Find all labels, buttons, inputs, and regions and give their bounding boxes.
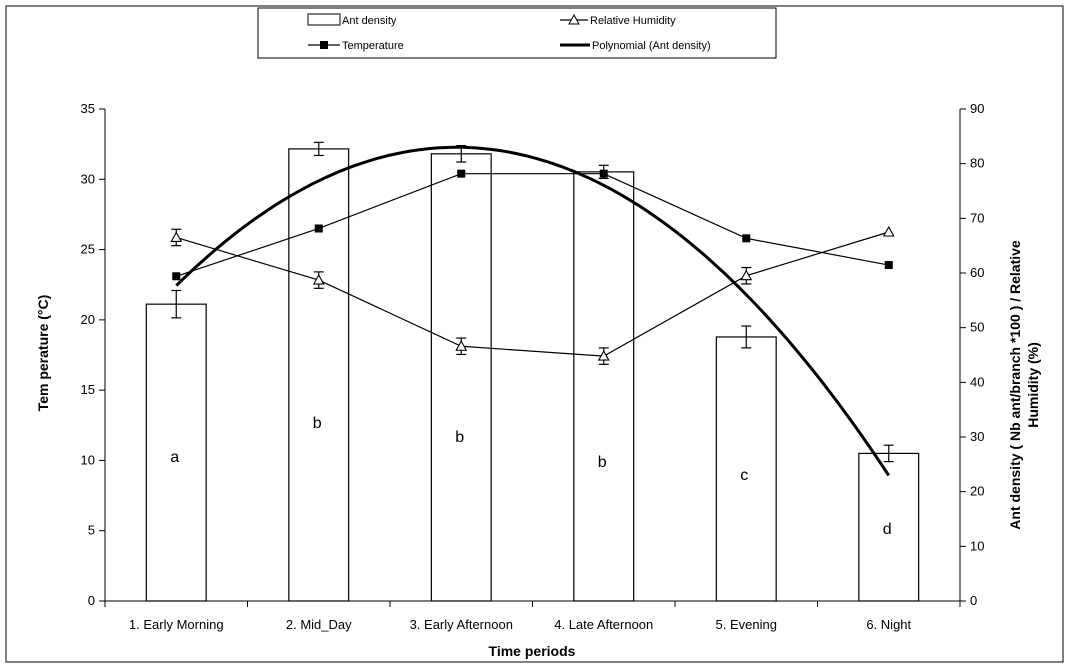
right-y-ticks: 0 10 20 30 40 50 60 70 80 90 xyxy=(960,101,984,608)
relative-humidity-point xyxy=(312,273,325,285)
relative-humidity-point xyxy=(170,231,183,243)
relative-humidity-line xyxy=(176,231,889,357)
significance-letter: c xyxy=(740,467,748,484)
bar-ant-density xyxy=(715,336,777,602)
temperature-line xyxy=(176,173,889,277)
significance-letter: a xyxy=(170,449,179,466)
bar-series-ant-density: a b b b c d xyxy=(145,141,920,602)
right-y-axis-title-line-1: Ant density ( Nb ant/branch *100 ) / Rel… xyxy=(1007,240,1023,530)
temperature-point xyxy=(599,169,608,178)
temperature-point xyxy=(457,169,466,178)
x-axis-title: Time periods xyxy=(489,643,576,659)
legend-symbol-relative-humidity-marker xyxy=(568,13,580,25)
right-y-tick-label: 70 xyxy=(970,210,984,225)
temperature-point xyxy=(884,261,893,270)
legend-symbol-ant-density xyxy=(307,13,341,26)
relative-humidity-point xyxy=(882,225,895,237)
right-y-tick-label: 30 xyxy=(970,429,984,444)
left-y-ticks: 0 5 10 15 20 25 30 35 xyxy=(81,101,105,608)
left-y-tick-label: 20 xyxy=(81,312,95,327)
legend-label-relative-humidity: Relative Humidity xyxy=(590,15,676,27)
right-y-tick-label: 60 xyxy=(970,265,984,280)
legend-label-temperature: Temperature xyxy=(342,40,404,52)
temperature-point xyxy=(172,272,181,281)
relative-humidity-point xyxy=(597,349,610,361)
x-tick-label: 5. Evening xyxy=(716,617,777,632)
x-tick-label: 3. Early Afternoon xyxy=(410,617,513,632)
right-y-axis-title: Ant density ( Nb ant/branch *100 ) / Rel… xyxy=(1007,240,1041,530)
legend-label-polynomial: Polynomial (Ant density) xyxy=(592,40,711,52)
right-y-tick-label: 20 xyxy=(970,484,984,499)
legend: Ant density Relative Humidity Temperatur… xyxy=(257,7,777,59)
x-tick-label: 4. Late Afternoon xyxy=(554,617,653,632)
significance-letter: b xyxy=(455,429,464,446)
legend-symbol-temperature-marker xyxy=(320,41,328,49)
left-y-tick-label: 35 xyxy=(81,101,95,116)
relative-humidity-point xyxy=(455,340,468,351)
bar-ant-density xyxy=(288,148,350,602)
trendline-series xyxy=(175,145,890,477)
line-series xyxy=(170,169,895,365)
legend-box xyxy=(257,7,777,59)
polynomial-trendline xyxy=(175,145,890,477)
left-y-tick-label: 15 xyxy=(81,382,95,397)
x-tick-label: 6. Night xyxy=(866,617,911,632)
right-y-tick-label: 40 xyxy=(970,374,984,389)
right-y-tick-label: 80 xyxy=(970,156,984,171)
right-y-tick-label: 50 xyxy=(970,320,984,335)
left-y-tick-label: 30 xyxy=(81,171,95,186)
relative-humidity-point xyxy=(740,269,753,281)
right-y-tick-label: 10 xyxy=(970,538,984,553)
bar-ant-density xyxy=(573,171,635,602)
bar-ant-density xyxy=(145,303,207,602)
x-ticks: 1. Early Morning 2. Mid_Day 3. Early After… xyxy=(104,601,961,632)
left-y-tick-label: 10 xyxy=(81,452,95,467)
right-y-axis-title-line-2: Humidity (%) xyxy=(1025,342,1041,428)
left-y-tick-label: 25 xyxy=(81,242,95,257)
bar-ant-density xyxy=(858,452,920,602)
left-y-tick-label: 5 xyxy=(88,523,95,538)
right-y-tick-label: 0 xyxy=(970,593,977,608)
legend-label-ant-density: Ant density xyxy=(342,15,397,27)
left-y-axis-title: Tem perature (°C) xyxy=(35,295,51,412)
x-tick-label: 2. Mid_Day xyxy=(286,617,352,632)
bar-ant-density xyxy=(430,153,492,602)
significance-letter: d xyxy=(883,521,892,538)
temperature-point xyxy=(742,234,751,243)
temperature-point xyxy=(314,224,323,233)
x-tick-label: 1. Early Morning xyxy=(129,617,224,632)
right-y-tick-label: 90 xyxy=(970,101,984,116)
left-y-tick-label: 0 xyxy=(88,593,95,608)
significance-letter: b xyxy=(313,415,322,432)
significance-letter: b xyxy=(598,454,607,471)
